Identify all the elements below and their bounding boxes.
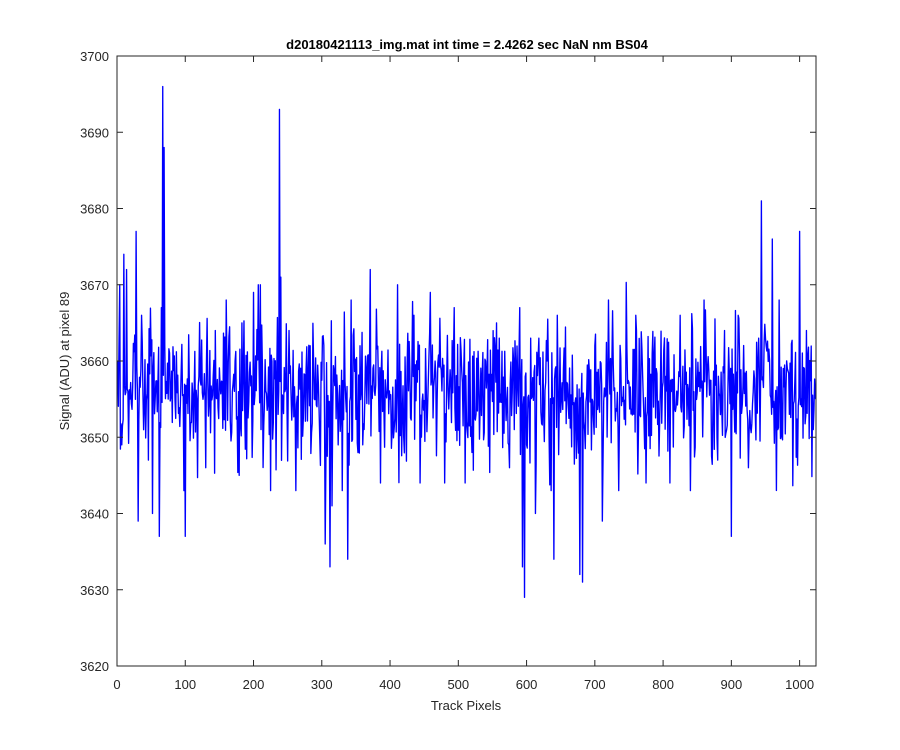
y-tick-layer: 3620 3630 3640 3650 3660 3670 3680 3690 3700 <box>80 49 816 674</box>
x-tick-label: 200 <box>243 677 265 692</box>
y-tick-label: 3620 <box>80 659 109 674</box>
series-layer <box>117 85 817 599</box>
y-tick-label: 3700 <box>80 49 109 64</box>
y-tick-label: 3680 <box>80 202 109 217</box>
x-axis-title: Track Pixels <box>431 698 502 713</box>
x-tick-label: 100 <box>174 677 196 692</box>
y-tick-label: 3650 <box>80 430 109 445</box>
x-tick-label: 800 <box>652 677 674 692</box>
x-tick-label: 700 <box>584 677 606 692</box>
x-tick-label: 1000 <box>785 677 814 692</box>
x-tick-label: 600 <box>516 677 538 692</box>
signal-series-line <box>117 85 817 599</box>
chart-title: d20180421113_img.mat int time = 2.4262 s… <box>286 37 648 52</box>
y-tick-label: 3640 <box>80 507 109 522</box>
x-tick-layer: 0 100 200 300 400 500 600 700 800 900 1000 <box>113 56 814 692</box>
x-tick-label: 500 <box>447 677 469 692</box>
plot-area <box>117 56 816 666</box>
y-tick-label: 3690 <box>80 125 109 140</box>
x-tick-label: 900 <box>721 677 743 692</box>
y-tick-label: 3660 <box>80 354 109 369</box>
x-tick-label: 300 <box>311 677 333 692</box>
y-tick-label: 3670 <box>80 278 109 293</box>
y-axis-title: Signal (ADU) at pixel 89 <box>57 292 72 431</box>
x-tick-label: 0 <box>113 677 120 692</box>
y-tick-label: 3630 <box>80 583 109 598</box>
x-tick-label: 400 <box>379 677 401 692</box>
